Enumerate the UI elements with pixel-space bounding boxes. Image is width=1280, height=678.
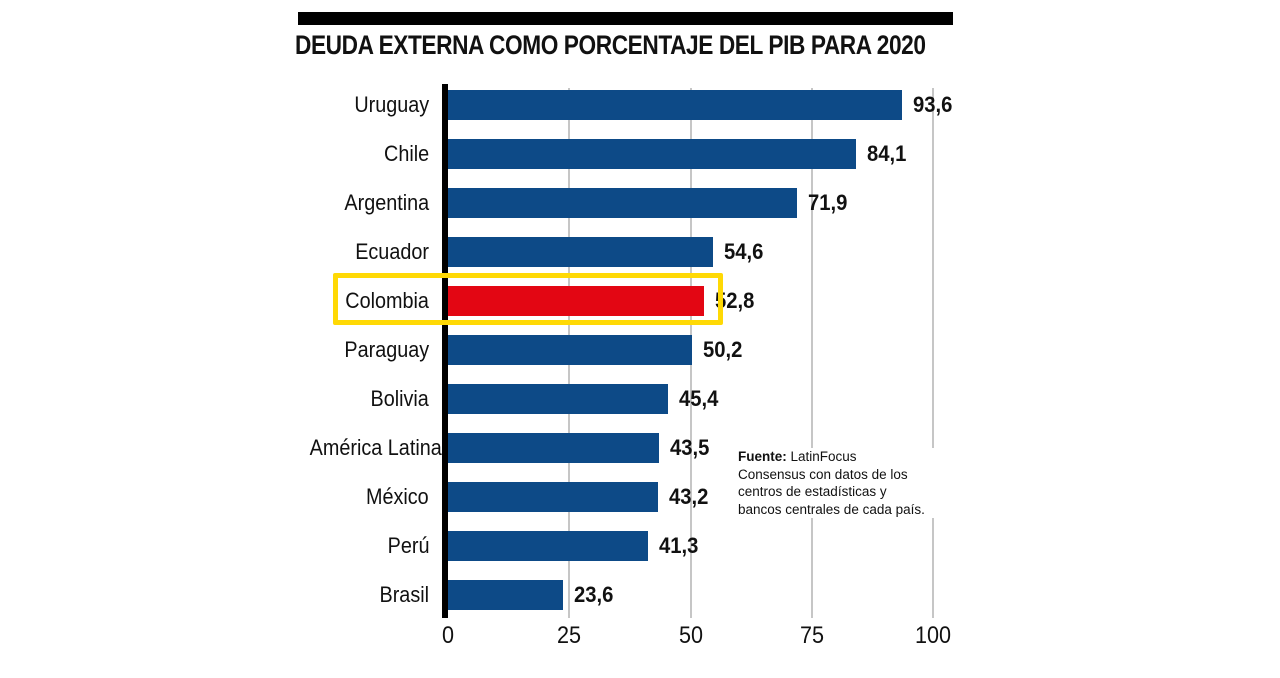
bar-row-brasil: Brasil 23,6 — [295, 570, 1195, 619]
y-axis-line — [442, 84, 448, 618]
source-label: Fuente: — [738, 449, 787, 464]
value-label: 41,3 — [659, 532, 699, 558]
category-label: Brasil — [379, 581, 429, 607]
gridline-100 — [932, 88, 934, 618]
bar-america-latina — [448, 432, 659, 463]
x-tick-0: 0 — [441, 622, 455, 649]
category-label: Argentina — [344, 189, 429, 215]
category-label: Ecuador — [355, 238, 429, 264]
bar-row-bolivia: Bolivia 45,4 — [295, 374, 1195, 423]
value-label: 43,2 — [668, 483, 708, 509]
x-tick-100: 100 — [914, 622, 952, 649]
value-label: 84,1 — [866, 140, 907, 166]
chart-title: DEUDA EXTERNA COMO PORCENTAJE DEL PIB PA… — [295, 30, 926, 60]
value-label: 54,6 — [723, 238, 764, 264]
category-label: Chile — [383, 140, 429, 166]
bar-rows: Uruguay 93,6 Chile 84,1 Argentina 71,9 Ecua… — [295, 80, 1195, 619]
gridline-75 — [810, 88, 813, 618]
x-axis: 0 25 50 75 100 — [442, 622, 951, 654]
bar-paraguay — [448, 334, 692, 365]
source-note-line: Consensus con datos de los — [738, 466, 908, 482]
bar-row-argentina: Argentina 71,9 — [295, 178, 1195, 227]
bar-chile — [448, 138, 856, 169]
bar-row-colombia: Colombia 52,8 — [295, 276, 1195, 325]
bar-row-america-latina: América Latina 43,5 — [295, 423, 1195, 472]
bar-brasil — [448, 579, 563, 610]
bar-row-paraguay: Paraguay 50,2 — [295, 325, 1195, 374]
category-label: Uruguay — [354, 91, 429, 117]
value-label: 43,5 — [670, 434, 710, 460]
bar-row-peru: Perú 41,3 — [295, 521, 1195, 570]
bar-argentina — [448, 187, 797, 218]
bar-ecuador — [448, 236, 713, 267]
value-label: 93,6 — [913, 91, 953, 117]
source-note-line: centros de estadísticas y — [738, 484, 887, 499]
bar-uruguay — [448, 89, 902, 120]
category-label: Bolivia — [370, 385, 429, 411]
bar-row-ecuador: Ecuador 54,6 — [295, 227, 1195, 276]
x-tick-75: 75 — [799, 622, 824, 649]
value-label: 45,4 — [679, 385, 719, 411]
category-label: Perú — [387, 532, 429, 558]
category-label: Paraguay — [344, 336, 429, 362]
bar-row-chile: Chile 84,1 — [295, 129, 1195, 178]
title-rule — [298, 12, 953, 25]
x-tick-50: 50 — [678, 622, 703, 649]
value-label: 23,6 — [573, 581, 613, 607]
bar-bolivia — [448, 383, 669, 414]
source-note-line: bancos centrales de cada país. — [738, 501, 925, 517]
category-label: México — [366, 483, 429, 509]
x-tick-25: 25 — [557, 622, 582, 649]
bar-peru — [448, 530, 649, 561]
bar-mexico — [448, 481, 658, 512]
source-note: Fuente: LatinFocus Consensus con datos d… — [738, 448, 950, 518]
bar-row-mexico: México 43,2 — [295, 472, 1195, 521]
bar-colombia-highlighted — [448, 285, 705, 316]
bar-row-uruguay: Uruguay 93,6 — [295, 80, 1195, 129]
value-label: 52,8 — [715, 287, 755, 313]
category-label: Colombia — [345, 287, 429, 313]
category-label: América Latina — [309, 434, 442, 460]
source-note-line: Fuente: LatinFocus — [738, 449, 857, 464]
value-label: 71,9 — [807, 189, 848, 215]
value-label: 50,2 — [702, 336, 742, 362]
